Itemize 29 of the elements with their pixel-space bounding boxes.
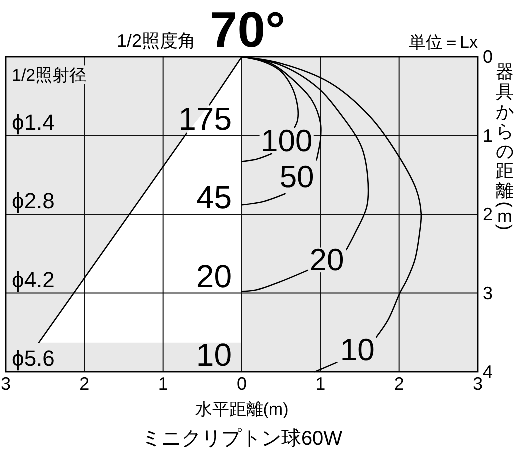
series-label: 50 <box>280 160 314 195</box>
x-tick-label: 1 <box>158 374 168 394</box>
x-tick-label: 2 <box>394 374 404 394</box>
annotation: ϕ5.6 <box>12 346 55 371</box>
text: 単位＝Lx <box>409 33 478 52</box>
y-tick-label: 2 <box>483 204 494 224</box>
x-tick-label: 2 <box>80 374 90 394</box>
annotation: 20 <box>196 258 232 294</box>
annotation: 175 <box>178 100 232 137</box>
y-tick-label: 4 <box>483 362 494 382</box>
y-tick-label: 0 <box>483 47 494 67</box>
chart-title: 1/2照度角 70° <box>117 2 286 58</box>
text: 器具からの距離(m) <box>496 62 516 230</box>
y-tick-label: 1 <box>483 126 494 146</box>
text: ミニクリプトン球60W <box>141 428 343 450</box>
annotation: 10 <box>196 337 232 373</box>
annotation: 45 <box>196 180 232 216</box>
x-tick-label: 3 <box>0 374 12 394</box>
series-label: 100 <box>260 123 313 158</box>
x-tick-label: 1 <box>316 374 326 394</box>
series-label: 20 <box>310 242 344 278</box>
annotation: ϕ1.4 <box>12 110 55 135</box>
x-tick-label: 0 <box>236 374 248 394</box>
x-axis-title: 水平距離(m) <box>195 400 289 419</box>
annotation: ϕ4.2 <box>12 267 55 292</box>
annotation: 1/2照射径 <box>12 66 87 85</box>
annotation: ϕ2.8 <box>12 188 55 214</box>
series-label: 10 <box>340 332 375 368</box>
y-tick-label: 3 <box>483 283 494 304</box>
